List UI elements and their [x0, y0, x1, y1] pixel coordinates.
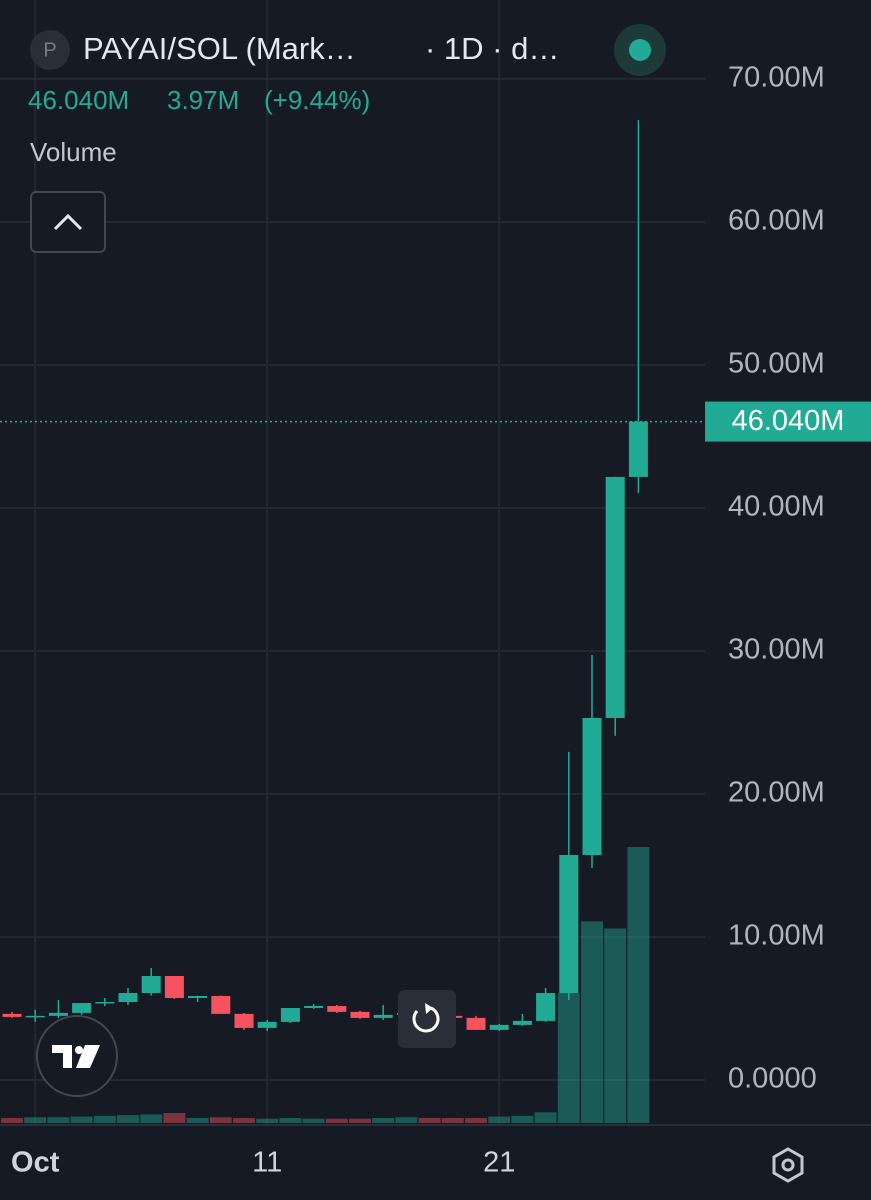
candle-body	[164, 975, 184, 999]
interval: · 1D · d…	[425, 31, 559, 66]
volume-bar	[93, 1115, 116, 1123]
x-tick-label: 11	[252, 1147, 282, 1179]
volume-bar	[488, 1116, 511, 1123]
volume-bar	[256, 1118, 279, 1123]
candle-body	[466, 1017, 486, 1030]
symbol-icon-letter: P	[43, 39, 56, 61]
volume-bar	[465, 1117, 487, 1123]
y-tick-label: 40.00M	[728, 491, 825, 523]
candle-body	[512, 1020, 532, 1025]
candle-body	[234, 1013, 254, 1028]
volume-bar	[209, 1117, 232, 1123]
y-tick-label: 30.00M	[728, 634, 825, 666]
y-tick-label: 70.00M	[728, 62, 825, 94]
volume-bar	[395, 1117, 418, 1123]
indicator-name[interactable]: Volume	[30, 137, 117, 167]
volume-bar	[279, 1117, 302, 1123]
y-tick-label: 20.00M	[728, 777, 825, 809]
candle-body	[141, 975, 161, 994]
x-tick-label: Oct	[11, 1147, 60, 1179]
volume-bar	[441, 1117, 464, 1123]
candle-body	[118, 993, 138, 1003]
volume-bar	[325, 1118, 348, 1123]
collapse-button[interactable]	[30, 191, 106, 253]
settings-icon	[781, 1158, 795, 1172]
candle-body	[373, 1014, 393, 1018]
volume-bar	[534, 1112, 557, 1123]
volume-bar	[372, 1117, 395, 1123]
volume-bar	[349, 1118, 371, 1123]
logo-mark	[52, 1045, 100, 1068]
volume-bar	[1, 1117, 23, 1123]
logo-dot	[75, 1046, 83, 1054]
candle-body	[350, 1011, 370, 1018]
candle-body	[327, 1006, 347, 1012]
volume-bar	[24, 1117, 47, 1123]
reset-arrow	[425, 1003, 433, 1014]
volume-bar	[511, 1115, 534, 1123]
volume-bar	[70, 1116, 93, 1123]
settings-button[interactable]	[772, 1147, 804, 1183]
candle-body	[605, 476, 625, 719]
y-tick-label: 0.0000	[728, 1063, 817, 1095]
volume-bar	[418, 1117, 441, 1123]
y-tick-label: 10.00M	[728, 920, 825, 952]
volume-bar	[627, 847, 650, 1123]
candle-body	[25, 1015, 45, 1018]
candle-body	[211, 996, 231, 1014]
grid	[0, 0, 705, 1125]
candle-body	[280, 1008, 300, 1022]
symbol-icon	[30, 30, 70, 70]
candle-body	[582, 718, 602, 856]
volume-bar	[163, 1112, 186, 1123]
reset-icon	[412, 1006, 440, 1033]
collapse-icon	[53, 213, 83, 231]
reset-button[interactable]	[398, 990, 456, 1048]
volume-bar	[302, 1118, 325, 1123]
candle-body	[95, 1002, 115, 1004]
last-price-tag	[705, 401, 871, 442]
x-tick-label: 21	[483, 1147, 515, 1179]
last-price-label: 46.040M	[732, 405, 845, 437]
volume-bar	[117, 1115, 139, 1123]
symbol[interactable]: PAYAI/SOL (Mark…	[83, 31, 356, 66]
volume-bar	[581, 921, 603, 1123]
candle-body	[257, 1021, 277, 1028]
candle-body	[536, 993, 556, 1021]
volume-bar	[140, 1114, 163, 1123]
candle-body	[628, 421, 648, 477]
volume-bar	[557, 992, 580, 1123]
candle-body	[304, 1006, 324, 1009]
change: 3.97M	[167, 85, 239, 115]
volume-bar	[47, 1117, 70, 1123]
volume-bar	[233, 1117, 255, 1123]
candle-body	[559, 855, 579, 994]
candle-body	[188, 996, 208, 999]
volume-bar	[186, 1117, 209, 1123]
plot	[0, 119, 705, 1123]
y-tick-label: 60.00M	[728, 205, 825, 237]
candle-body	[2, 1013, 22, 1017]
change-pct: (+9.44%)	[264, 85, 370, 115]
volume-bar	[604, 928, 627, 1123]
logo[interactable]	[36, 1015, 118, 1097]
status-dot	[629, 39, 651, 61]
last-value: 46.040M	[28, 85, 129, 115]
candle-body	[489, 1024, 509, 1030]
candle-body	[48, 1012, 68, 1016]
candle-body	[72, 1003, 92, 1013]
y-tick-label: 50.00M	[728, 348, 825, 380]
